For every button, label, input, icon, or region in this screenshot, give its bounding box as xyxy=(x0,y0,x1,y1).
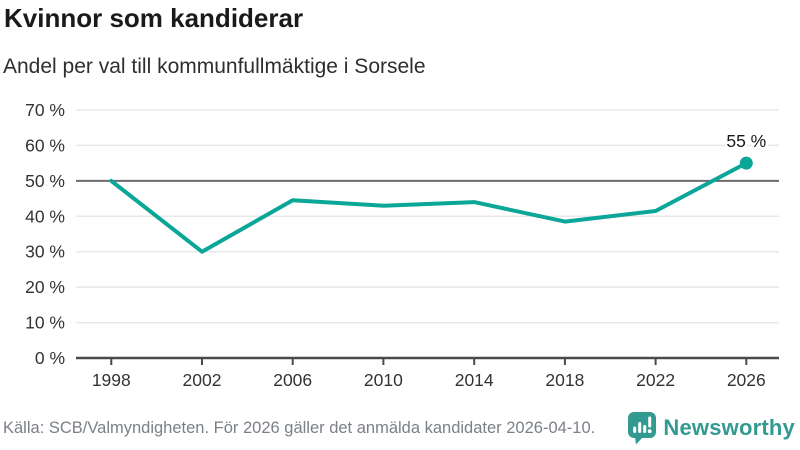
chart-subtitle: Andel per val till kommunfullmäktige i S… xyxy=(3,55,426,78)
y-axis-tick-label: 70 % xyxy=(25,100,65,120)
x-axis-tick-label: 1998 xyxy=(92,370,131,390)
newsworthy-bubble-chart-icon xyxy=(628,411,657,444)
line-chart-plot-area: 0 % 10 % 20 % 30 % 40 % 50 % 60 % 70 % 1998 2002 2… xyxy=(25,100,779,390)
y-axis-tick-label: 60 % xyxy=(25,135,65,155)
newsworthy-logo: Newsworthy xyxy=(628,411,795,445)
chart-title: Kvinnor som kandiderar xyxy=(4,3,304,33)
x-axis-tick-label: 2010 xyxy=(364,370,403,390)
y-axis-tick-label: 10 % xyxy=(25,313,65,333)
line-series xyxy=(109,161,749,254)
y-axis-tick-label: 50 % xyxy=(25,171,65,191)
x-axis-tick-label: 2002 xyxy=(183,370,222,390)
newsworthy-logo-text: Newsworthy xyxy=(663,415,795,440)
y-axis-tick-label: 20 % xyxy=(25,277,65,297)
end-point-value-label: 55 % xyxy=(726,131,766,151)
x-axis-tick-label: 2006 xyxy=(273,370,312,390)
end-point-marker xyxy=(739,156,753,170)
x-axis-tick-label: 2014 xyxy=(455,370,494,390)
y-axis-tick-label: 0 % xyxy=(35,348,65,368)
footer: Källa: SCB/Valmyndigheten. För 2026 gäll… xyxy=(3,410,795,446)
y-axis-tick-label: 30 % xyxy=(25,242,65,262)
x-axis-tick-label: 2026 xyxy=(727,370,766,390)
x-axis-tick-label: 2018 xyxy=(545,370,584,390)
source-note: Källa: SCB/Valmyndigheten. För 2026 gäll… xyxy=(3,418,596,437)
x-axis-tick-label: 2022 xyxy=(636,370,675,390)
y-axis-tick-label: 40 % xyxy=(25,206,65,226)
